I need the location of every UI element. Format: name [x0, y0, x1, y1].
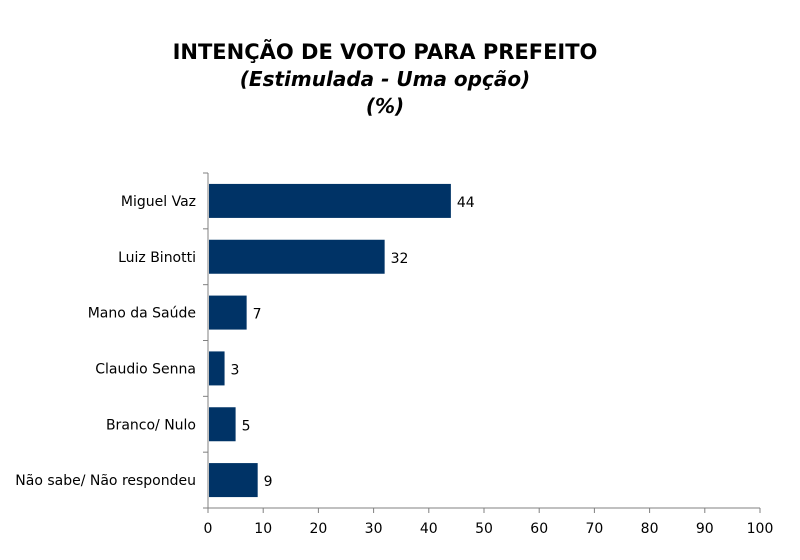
chart-titles: INTENÇÃO DE VOTO PARA PREFEITO (Estimula…: [0, 38, 770, 120]
x-tick-label: 60: [530, 521, 548, 537]
x-tick-label: 40: [420, 521, 438, 537]
category-label: Miguel Vaz: [121, 194, 196, 210]
x-tick-label: 0: [204, 521, 213, 537]
x-tick-label: 30: [365, 521, 383, 537]
bar: [209, 239, 385, 274]
x-tick-label: 100: [747, 521, 774, 537]
value-label: 32: [391, 251, 409, 267]
category-label: Luiz Binotti: [118, 250, 196, 266]
value-label: 5: [242, 418, 251, 434]
value-label: 9: [264, 474, 273, 490]
value-label: 7: [253, 307, 262, 323]
bar: [209, 463, 258, 498]
bar: [209, 295, 247, 330]
x-tick-label: 70: [585, 521, 603, 537]
category-label: Branco/ Nulo: [106, 417, 196, 433]
x-tick-label: 80: [641, 521, 659, 537]
bar: [209, 183, 451, 218]
x-tick-label: 90: [696, 521, 714, 537]
chart-subtitle: (Estimulada - Uma opção): [239, 67, 531, 91]
category-label: Mano da Saúde: [88, 306, 196, 322]
bar: [209, 407, 236, 442]
x-tick-label: 50: [475, 521, 493, 537]
category-label: Não sabe/ Não respondeu: [15, 473, 196, 489]
chart-unit: (%): [365, 94, 405, 118]
x-tick-label: 20: [309, 521, 327, 537]
x-tick-label: 10: [254, 521, 272, 537]
value-label: 3: [231, 362, 240, 378]
value-label: 44: [457, 195, 475, 211]
chart-title: INTENÇÃO DE VOTO PARA PREFEITO: [172, 40, 598, 64]
category-label: Claudio Senna: [95, 361, 196, 377]
bar: [209, 351, 225, 386]
